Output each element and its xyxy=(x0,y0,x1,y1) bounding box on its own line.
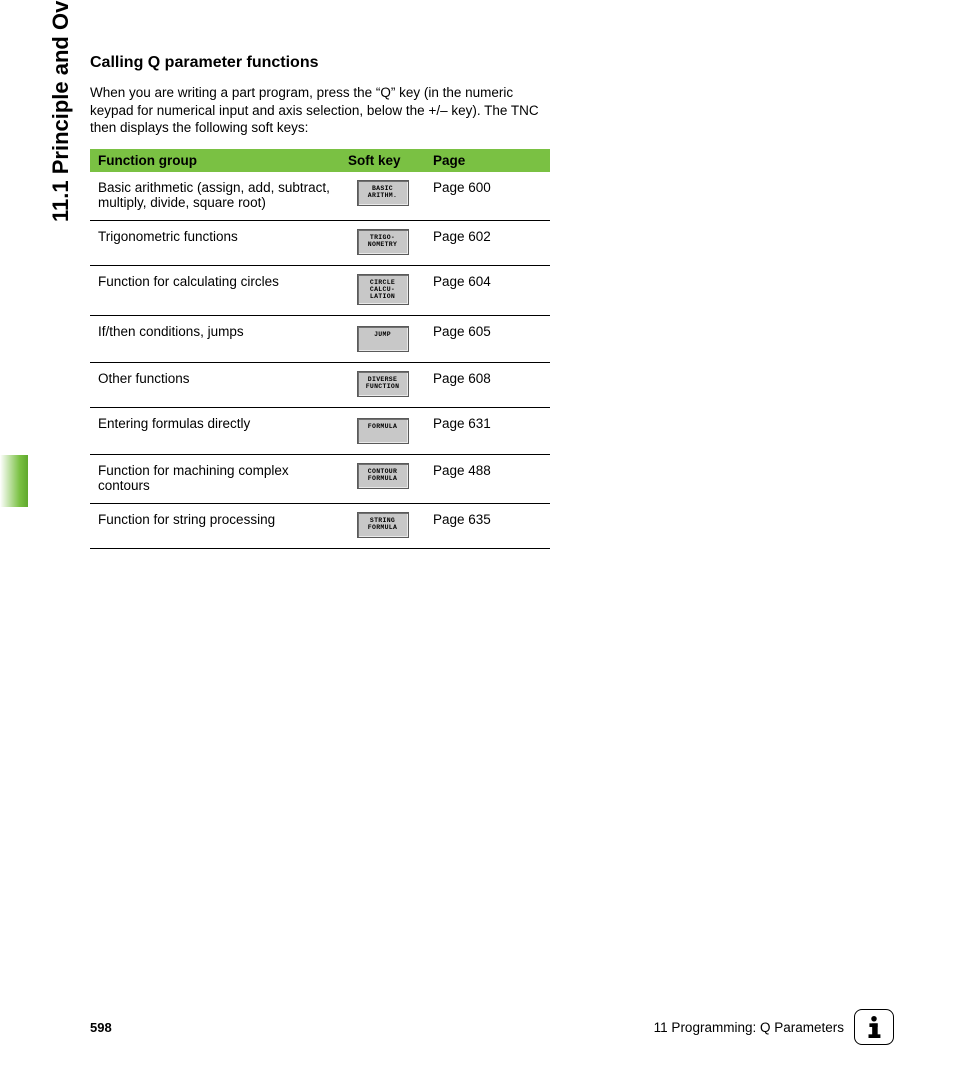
table-row: Trigonometric functions TRIGO- NOMETRY P… xyxy=(90,220,550,265)
table-row: Basic arithmetic (assign, add, subtract,… xyxy=(90,172,550,221)
cell-page: Page 602 xyxy=(425,220,550,265)
page: 11.1 Principle and Overview Calling Q pa… xyxy=(0,0,954,1091)
cell-page: Page 600 xyxy=(425,172,550,221)
cell-group: If/then conditions, jumps xyxy=(90,316,340,363)
softkey-button: JUMP xyxy=(357,326,409,352)
chapter-label: 11 Programming: Q Parameters xyxy=(654,1020,844,1035)
cell-group: Other functions xyxy=(90,363,340,408)
heading: Calling Q parameter functions xyxy=(90,54,550,72)
table-row: Function for machining complex contours … xyxy=(90,455,550,504)
table-row: Function for string processing STRING FO… xyxy=(90,504,550,549)
info-icon xyxy=(854,1009,894,1045)
cell-page: Page 635 xyxy=(425,504,550,549)
cell-key: JUMP xyxy=(340,316,425,363)
th-soft-key: Soft key xyxy=(340,149,425,172)
cell-key: TRIGO- NOMETRY xyxy=(340,220,425,265)
cell-page: Page 631 xyxy=(425,408,550,455)
cell-page: Page 604 xyxy=(425,265,550,315)
cell-key: STRING FORMULA xyxy=(340,504,425,549)
cell-key: FORMULA xyxy=(340,408,425,455)
softkey-button: FORMULA xyxy=(357,418,409,444)
table-row: Entering formulas directly FORMULA Page … xyxy=(90,408,550,455)
softkey-button: STRING FORMULA xyxy=(357,512,409,538)
th-function-group: Function group xyxy=(90,149,340,172)
softkey-button: DIVERSE FUNCTION xyxy=(357,371,409,397)
softkey-button: BASIC ARITHM. xyxy=(357,180,409,206)
cell-key: CIRCLE CALCU- LATION xyxy=(340,265,425,315)
softkey-button: CONTOUR FORMULA xyxy=(357,463,409,489)
cell-group: Function for string processing xyxy=(90,504,340,549)
cell-key: CONTOUR FORMULA xyxy=(340,455,425,504)
cell-group: Basic arithmetic (assign, add, subtract,… xyxy=(90,172,340,221)
cell-page: Page 608 xyxy=(425,363,550,408)
table-row: If/then conditions, jumps JUMP Page 605 xyxy=(90,316,550,363)
cell-page: Page 605 xyxy=(425,316,550,363)
cell-group: Entering formulas directly xyxy=(90,408,340,455)
softkey-button: TRIGO- NOMETRY xyxy=(357,229,409,255)
footer-right: 11 Programming: Q Parameters xyxy=(654,1009,894,1045)
table-row: Other functions DIVERSE FUNCTION Page 60… xyxy=(90,363,550,408)
section-title-vertical: 11.1 Principle and Overview xyxy=(48,0,74,222)
cell-group: Trigonometric functions xyxy=(90,220,340,265)
softkey-button: CIRCLE CALCU- LATION xyxy=(357,274,409,305)
page-footer: 598 11 Programming: Q Parameters xyxy=(90,1009,894,1045)
cell-group: Function for machining complex contours xyxy=(90,455,340,504)
cell-key: BASIC ARITHM. xyxy=(340,172,425,221)
th-page: Page xyxy=(425,149,550,172)
cell-key: DIVERSE FUNCTION xyxy=(340,363,425,408)
intro-paragraph: When you are writing a part program, pre… xyxy=(90,84,550,137)
table-header-row: Function group Soft key Page xyxy=(90,149,550,172)
table-row: Function for calculating circles CIRCLE … xyxy=(90,265,550,315)
side-gradient-decoration xyxy=(0,455,28,507)
cell-group: Function for calculating circles xyxy=(90,265,340,315)
page-number: 598 xyxy=(90,1020,112,1035)
table-body: Basic arithmetic (assign, add, subtract,… xyxy=(90,172,550,549)
main-content: Calling Q parameter functions When you a… xyxy=(90,54,550,549)
softkey-table: Function group Soft key Page Basic arith… xyxy=(90,149,550,549)
cell-page: Page 488 xyxy=(425,455,550,504)
